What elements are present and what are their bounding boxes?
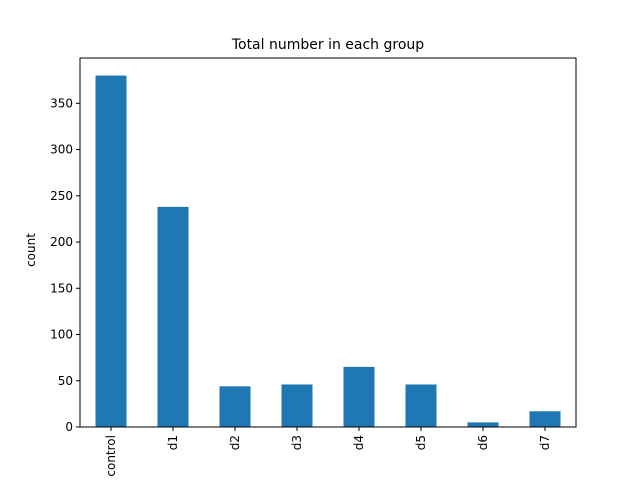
y-axis-ticks: 0 50 100 150 200 250 300 350 — [50, 96, 80, 434]
y-tick-label: 100 — [50, 328, 73, 342]
bar-d7 — [529, 411, 561, 427]
bar-control — [95, 75, 127, 428]
bar-d4 — [343, 366, 375, 427]
bar-d5 — [405, 384, 437, 427]
x-tick-label-control: control — [104, 435, 118, 477]
y-tick-label: 0 — [65, 420, 73, 434]
x-tick-label-d7: d7 — [538, 435, 552, 450]
chart-title: Total number in each group — [231, 37, 424, 53]
x-tick-label-d4: d4 — [352, 435, 366, 450]
x-tick-label-d1: d1 — [166, 435, 180, 450]
x-tick-label-d5: d5 — [414, 435, 428, 450]
y-tick-label: 50 — [58, 374, 73, 388]
y-axis-label: count — [24, 233, 38, 267]
y-tick-label: 300 — [50, 143, 73, 157]
plot-frame — [79, 57, 577, 428]
x-tick-label-d3: d3 — [290, 435, 304, 450]
bar-d2 — [219, 386, 251, 427]
y-tick-label: 200 — [50, 235, 73, 249]
x-tick-label-d2: d2 — [228, 435, 242, 450]
bar-d3 — [281, 384, 313, 427]
bars-group — [95, 75, 561, 428]
y-tick-label: 250 — [50, 189, 73, 203]
x-axis-ticks: control d1 d2 d3 d4 d5 d6 d7 — [104, 427, 552, 477]
bar-d1 — [157, 206, 189, 427]
y-tick-label: 150 — [50, 281, 73, 295]
y-tick-label: 350 — [50, 96, 73, 110]
x-tick-label-d6: d6 — [476, 435, 490, 450]
bar-d6 — [467, 422, 499, 427]
